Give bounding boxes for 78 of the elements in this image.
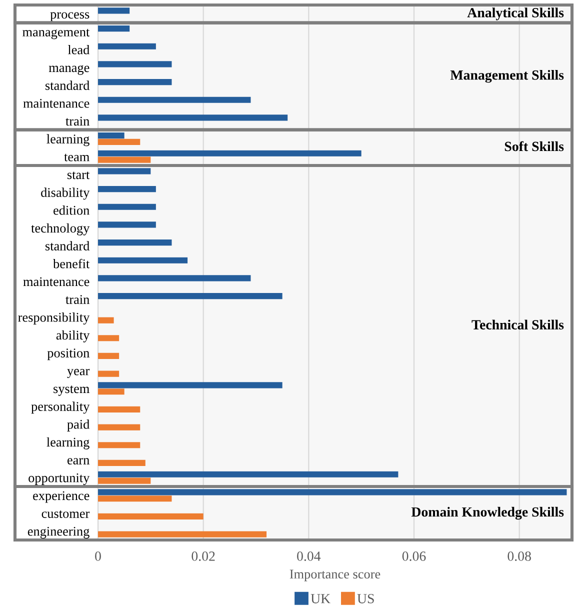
y-tick-label: management bbox=[22, 28, 90, 40]
bar bbox=[98, 156, 151, 163]
legend-label: UK bbox=[310, 594, 330, 604]
bar bbox=[98, 204, 156, 210]
bar bbox=[98, 317, 114, 324]
x-tick-label: 0 bbox=[95, 552, 101, 561]
legend-label: US bbox=[357, 594, 374, 604]
y-tick-label: technology bbox=[31, 223, 90, 236]
y-tick-label: train bbox=[66, 295, 90, 304]
bar bbox=[98, 78, 172, 86]
y-tick-label: learning bbox=[46, 134, 90, 146]
bar bbox=[98, 96, 251, 103]
bar bbox=[98, 61, 172, 68]
bar bbox=[98, 406, 140, 413]
bar bbox=[98, 292, 282, 300]
x-tick-label: 0.04 bbox=[297, 552, 321, 561]
band-label: Soft Skills bbox=[504, 141, 564, 152]
bar bbox=[98, 257, 188, 264]
x-tick-label: 0.06 bbox=[402, 552, 426, 561]
y-tick-label: responsibility bbox=[18, 312, 90, 325]
bar bbox=[98, 382, 282, 388]
x-tick-label: 0.02 bbox=[192, 552, 215, 561]
bar bbox=[98, 150, 362, 156]
band-label: Domain Knowledge Skills bbox=[411, 506, 564, 520]
bar bbox=[98, 114, 288, 121]
y-tick-label: benefit bbox=[53, 258, 90, 268]
y-tick-label: lead bbox=[68, 45, 90, 54]
y-tick-label: edition bbox=[54, 206, 90, 215]
bar bbox=[98, 186, 156, 192]
y-tick-label: learning bbox=[46, 437, 90, 450]
y-tick-label: experience bbox=[33, 491, 90, 503]
bar bbox=[98, 513, 204, 520]
bar bbox=[98, 471, 398, 478]
y-tick-label: maintenance bbox=[23, 277, 90, 286]
y-tick-label: ability bbox=[56, 330, 90, 342]
y-tick-label: opportunity bbox=[28, 473, 90, 485]
y-tick-label: year bbox=[67, 368, 90, 378]
bar bbox=[98, 168, 151, 174]
band-label: Technical Skills bbox=[472, 320, 564, 330]
y-tick-label: manage bbox=[48, 65, 90, 75]
y-tick-label: engineering bbox=[28, 526, 90, 538]
bar bbox=[98, 531, 267, 538]
y-tick-label: position bbox=[47, 348, 90, 360]
bar bbox=[98, 442, 140, 448]
band-label: Analytical Skills bbox=[467, 8, 564, 20]
y-tick-label: team bbox=[64, 154, 90, 162]
y-tick-label: customer bbox=[42, 510, 90, 518]
bar bbox=[98, 489, 567, 496]
bar bbox=[98, 388, 124, 395]
bar bbox=[98, 460, 146, 466]
band-label: Management Skills bbox=[450, 70, 564, 83]
bar bbox=[98, 8, 130, 14]
bar bbox=[98, 335, 120, 342]
bar bbox=[98, 496, 172, 502]
y-tick-label: personality bbox=[31, 402, 90, 414]
bar bbox=[98, 352, 120, 360]
bar bbox=[98, 132, 124, 139]
bar bbox=[98, 275, 251, 282]
bar bbox=[98, 424, 140, 430]
bar bbox=[98, 478, 151, 484]
y-tick-label: process bbox=[50, 12, 90, 22]
y-tick-label: maintenance bbox=[23, 98, 90, 108]
bar bbox=[98, 239, 172, 246]
bar bbox=[98, 25, 130, 32]
bar bbox=[98, 370, 120, 377]
y-tick-label: standard bbox=[46, 241, 90, 250]
x-axis-title: Importance score bbox=[290, 570, 380, 582]
bar bbox=[98, 222, 156, 228]
y-tick-label: system bbox=[54, 386, 90, 396]
y-tick-label: earn bbox=[67, 458, 90, 464]
y-tick-label: start bbox=[67, 172, 90, 180]
y-tick-label: standard bbox=[46, 80, 90, 90]
y-tick-label: train bbox=[66, 116, 90, 126]
y-tick-label: disability bbox=[41, 188, 90, 200]
y-tick-label: paid bbox=[67, 420, 90, 432]
bar bbox=[98, 43, 156, 50]
bar bbox=[98, 138, 140, 146]
x-tick-label: 0.08 bbox=[508, 552, 531, 561]
